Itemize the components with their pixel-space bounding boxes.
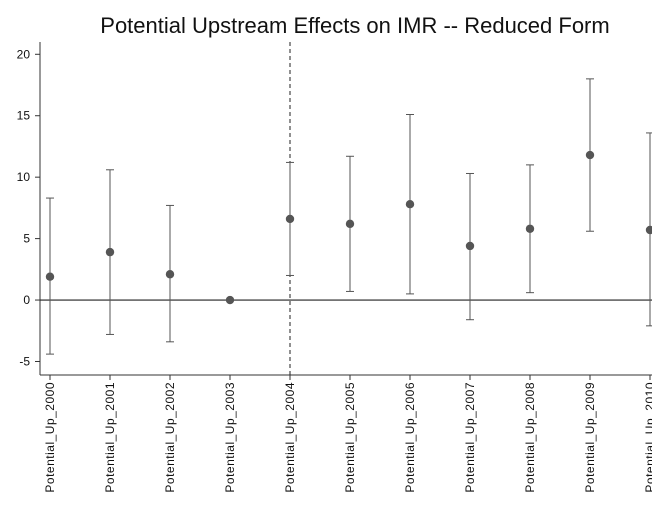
x-tick-label: Potential_Up_2004 [283,382,297,493]
data-point [465,241,475,251]
x-tick-label: Potential_Up_2007 [463,382,477,493]
data-point [645,225,652,235]
x-tick-label: Potential_Up_2010 [643,382,652,493]
data-point [585,150,595,160]
data-point [45,272,55,281]
x-tick-label: Potential_Up_2000 [43,382,57,493]
error-bars [46,78,652,355]
data-point [345,219,355,229]
y-tick-label: 20 [17,47,31,61]
reference-lines [40,42,652,375]
chart-title: Potential Upstream Effects on IMR -- Red… [100,13,609,38]
data-point [165,270,175,279]
data-point [525,224,535,233]
y-tick-label: 10 [17,170,31,184]
y-tick-labels: -5 0 5 10 15 20 [17,47,31,368]
x-tick-labels: Potential_Up_2000 Potential_Up_2001 Potent… [43,382,652,493]
y-tick-label: 0 [23,293,30,307]
y-tick-label: 5 [23,232,30,246]
data-points [45,150,652,305]
x-tick-label: Potential_Up_2003 [223,382,237,493]
axes [35,42,652,380]
x-tick-label: Potential_Up_2006 [403,382,417,493]
data-point [105,247,115,257]
data-point [225,295,235,305]
y-tick-label: 15 [17,109,31,123]
data-point [405,199,415,209]
x-tick-label: Potential_Up_2008 [523,382,537,493]
x-tick-label: Potential_Up_2001 [103,382,117,493]
data-point [285,214,295,224]
y-tick-label: -5 [19,354,30,368]
x-tick-label: Potential_Up_2002 [163,382,177,493]
x-tick-label: Potential_Up_2009 [583,382,597,493]
x-tick-label: Potential_Up_2005 [343,382,357,493]
